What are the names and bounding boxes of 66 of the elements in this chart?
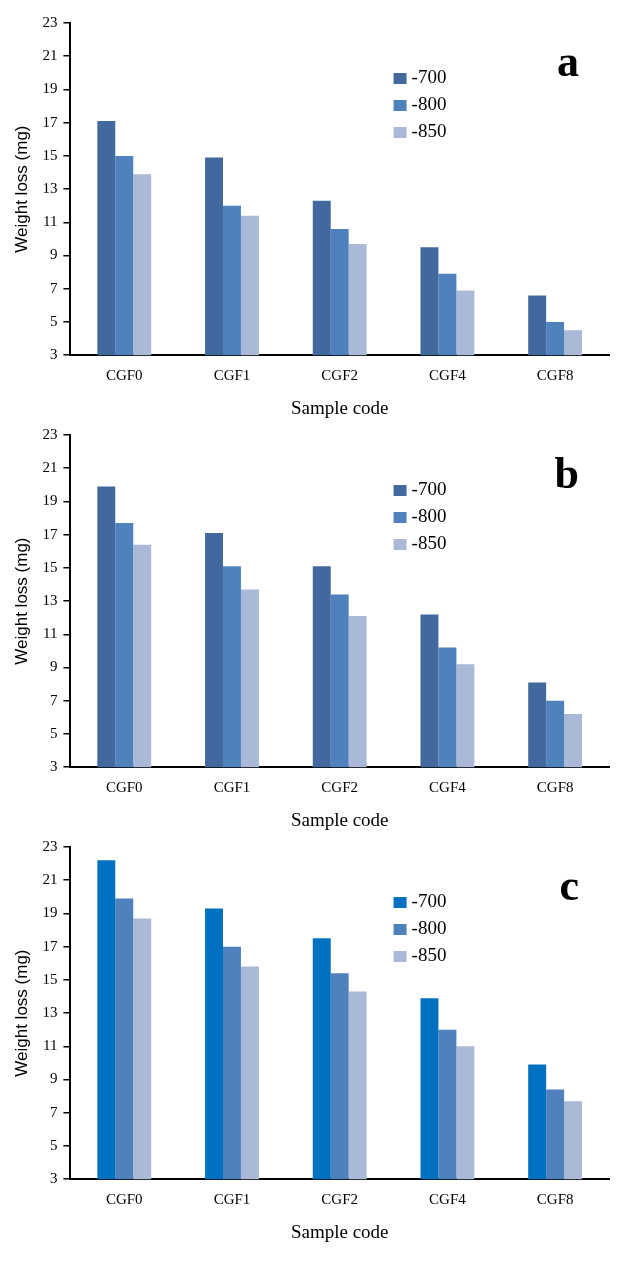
y-tick-label: 11 (42, 213, 58, 230)
x-tick-label: CGF2 (321, 1191, 359, 1208)
x-axis-title: Sample code (290, 396, 389, 418)
y-tick-label: 21 (42, 871, 58, 888)
x-tick-label: CGF1 (213, 779, 251, 796)
y-tick-label: 19 (42, 904, 58, 921)
y-tick-label: 23 (42, 837, 58, 854)
x-tick-label: CGF1 (213, 1191, 251, 1208)
y-tick-label: 13 (42, 180, 58, 197)
y-tick-label: 17 (42, 113, 58, 130)
legend-label: -850 (411, 943, 447, 965)
legend-label: -800 (411, 504, 447, 526)
y-tick-label: 23 (42, 425, 58, 442)
y-tick-label: 15 (42, 970, 58, 987)
x-tick-label: CGF4 (429, 779, 467, 796)
y-axis-title: Weight loss (mg) (11, 537, 31, 665)
legend-label: -700 (411, 889, 447, 911)
legend-label: -700 (411, 477, 447, 499)
legend-label: -850 (411, 119, 447, 141)
x-tick-label: CGF2 (321, 367, 359, 384)
chart-title: b (554, 449, 579, 499)
y-tick-label: 5 (49, 312, 58, 329)
y-tick-label: 17 (42, 937, 58, 954)
legend-label: -800 (411, 916, 447, 938)
y-tick-label: 5 (49, 724, 58, 741)
x-tick-label: CGF8 (536, 367, 574, 384)
x-tick-label: CGF0 (105, 367, 143, 384)
y-axis-title: Weight loss (mg) (11, 949, 31, 1077)
y-tick-label: 15 (42, 146, 58, 163)
y-tick-label: 21 (42, 459, 58, 476)
y-tick-label: 9 (49, 658, 58, 675)
x-tick-label: CGF0 (105, 779, 143, 796)
y-tick-label: 19 (42, 80, 58, 97)
y-tick-label: 21 (42, 47, 58, 64)
legend-label: -800 (411, 92, 447, 114)
legend-label: -850 (411, 531, 447, 553)
y-axis-title: Weight loss (mg) (11, 125, 31, 253)
x-axis-title: Sample code (290, 808, 389, 830)
y-tick-label: 9 (49, 246, 58, 263)
x-tick-label: CGF2 (321, 779, 359, 796)
y-tick-label: 9 (49, 1070, 58, 1087)
y-tick-label: 3 (49, 1170, 58, 1187)
y-tick-label: 11 (42, 1037, 58, 1054)
x-tick-label: CGF8 (536, 1191, 574, 1208)
y-tick-label: 7 (49, 691, 58, 708)
y-tick-label: 23 (42, 13, 58, 30)
x-tick-label: CGF4 (429, 1191, 467, 1208)
y-tick-label: 17 (42, 525, 58, 542)
y-tick-label: 13 (42, 1004, 58, 1021)
x-tick-label: CGF1 (213, 367, 251, 384)
y-tick-label: 3 (49, 758, 58, 775)
x-tick-label: CGF4 (429, 367, 467, 384)
x-tick-label: CGF0 (105, 1191, 143, 1208)
legend-label: -700 (411, 65, 447, 87)
y-tick-label: 15 (42, 558, 58, 575)
y-tick-label: 13 (42, 592, 58, 609)
x-tick-label: CGF8 (536, 779, 574, 796)
y-tick-label: 19 (42, 492, 58, 509)
chart-title: c (559, 861, 579, 911)
y-tick-label: 7 (49, 1103, 58, 1120)
y-tick-label: 5 (49, 1136, 58, 1153)
y-tick-label: 11 (42, 625, 58, 642)
chart-title: a (557, 37, 579, 87)
y-tick-label: 3 (49, 346, 58, 363)
y-tick-label: 7 (49, 279, 58, 296)
x-axis-title: Sample code (290, 1220, 389, 1242)
